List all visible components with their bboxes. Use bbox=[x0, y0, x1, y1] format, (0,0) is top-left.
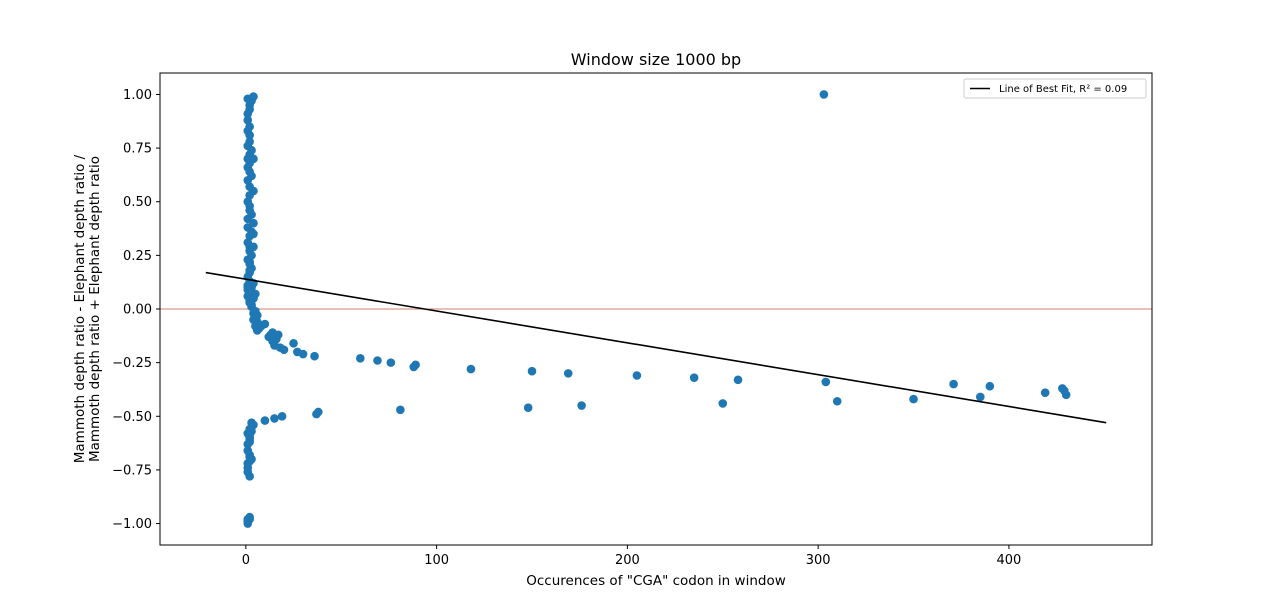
scatter-point bbox=[260, 416, 270, 425]
y-axis: −1.00 −0.75 −0.50 −0.25 0.00 0.25 0.50 0.75 1.00 bbox=[112, 88, 160, 532]
scatter-point bbox=[260, 319, 270, 329]
x-tick-label: 100 bbox=[424, 553, 449, 568]
y-tick-label: 0.50 bbox=[123, 195, 152, 210]
x-tick-label: 0 bbox=[242, 553, 250, 568]
scatter-point bbox=[577, 401, 586, 410]
scatter-point bbox=[523, 403, 533, 412]
y-axis-label-line-1: Mammoth depth ratio - Elephant depth rat… bbox=[72, 154, 88, 463]
x-tick-label: 300 bbox=[806, 553, 831, 568]
legend-box bbox=[963, 78, 1147, 99]
scatter-point bbox=[243, 109, 253, 119]
scatter-point bbox=[985, 381, 995, 391]
scatter-point bbox=[821, 377, 831, 387]
scatter-point bbox=[314, 407, 323, 417]
scatter-point bbox=[270, 414, 279, 423]
legend-label-best-fit: Line of Best Fit, R² = 0.09 bbox=[999, 84, 1127, 95]
scatter-point bbox=[689, 373, 699, 382]
legend: Line of Best Fit, R² = 0.09 bbox=[963, 78, 1147, 99]
scatter-points-layer bbox=[243, 90, 1071, 528]
scatter-point bbox=[909, 394, 918, 404]
y-tick-label: 0.00 bbox=[123, 303, 152, 318]
scatter-point bbox=[386, 358, 396, 367]
scatter-point bbox=[251, 289, 260, 299]
x-axis: 0 100 200 300 400 bbox=[242, 545, 1022, 568]
y-tick-label: 0.75 bbox=[123, 142, 152, 157]
scatter-point bbox=[245, 257, 254, 267]
best-fit-line bbox=[205, 271, 1107, 424]
scatter-point bbox=[832, 396, 842, 406]
scatter-point bbox=[249, 229, 258, 239]
scatter-point bbox=[243, 439, 253, 449]
scatter-point bbox=[279, 345, 289, 355]
x-tick-label: 200 bbox=[615, 553, 640, 568]
scatter-point bbox=[1061, 390, 1071, 400]
scatter-point bbox=[298, 349, 308, 359]
scatter-point bbox=[310, 351, 319, 361]
y-tick-label: −0.50 bbox=[112, 410, 152, 425]
scatter-point bbox=[373, 356, 382, 365]
scatter-point bbox=[249, 154, 258, 164]
scatter-point bbox=[356, 354, 365, 363]
scatter-point bbox=[718, 399, 728, 408]
y-axis-label-line-2: Mammoth depth ratio + Elephant depth rat… bbox=[87, 156, 103, 462]
scatter-point bbox=[245, 472, 254, 481]
scatter-point bbox=[245, 431, 254, 440]
scatter-point bbox=[411, 360, 420, 370]
scatter-point bbox=[396, 405, 405, 415]
scatter-point bbox=[249, 315, 258, 325]
y-tick-label: 1.00 bbox=[123, 88, 152, 103]
scatter-point bbox=[245, 512, 254, 522]
best-fit-layer bbox=[205, 271, 1107, 424]
scatter-point bbox=[277, 411, 287, 421]
scatter-point bbox=[563, 369, 573, 378]
scatter-point bbox=[819, 90, 829, 99]
y-tick-label: −1.00 bbox=[112, 517, 152, 532]
y-tick-label: 0.25 bbox=[123, 249, 152, 264]
scatter-point bbox=[243, 285, 253, 294]
scatter-point bbox=[976, 392, 985, 402]
y-tick-label: −0.75 bbox=[112, 463, 152, 478]
scatter-point bbox=[466, 364, 476, 374]
scatter-point bbox=[273, 330, 283, 340]
scatter-point bbox=[245, 130, 254, 140]
scatter-point bbox=[245, 266, 254, 275]
scatter-point bbox=[527, 366, 537, 376]
scatter-point bbox=[249, 242, 258, 252]
scatter-point bbox=[249, 92, 258, 101]
scatter-point bbox=[243, 446, 253, 455]
x-axis-label: Occurences of "CGA" codon in window bbox=[526, 573, 786, 589]
scatter-point bbox=[1040, 388, 1050, 397]
scatter-point bbox=[733, 375, 743, 385]
x-tick-label: 400 bbox=[997, 553, 1022, 568]
y-axis-label: Mammoth depth ratio - Elephant depth rat… bbox=[72, 154, 103, 463]
scatter-point bbox=[245, 457, 254, 466]
y-tick-label: −0.25 bbox=[112, 356, 152, 371]
scatter-point bbox=[289, 339, 298, 348]
scatter-point bbox=[949, 379, 958, 389]
scatter-point bbox=[632, 371, 642, 380]
chart-title: Window size 1000 bp bbox=[571, 50, 741, 69]
